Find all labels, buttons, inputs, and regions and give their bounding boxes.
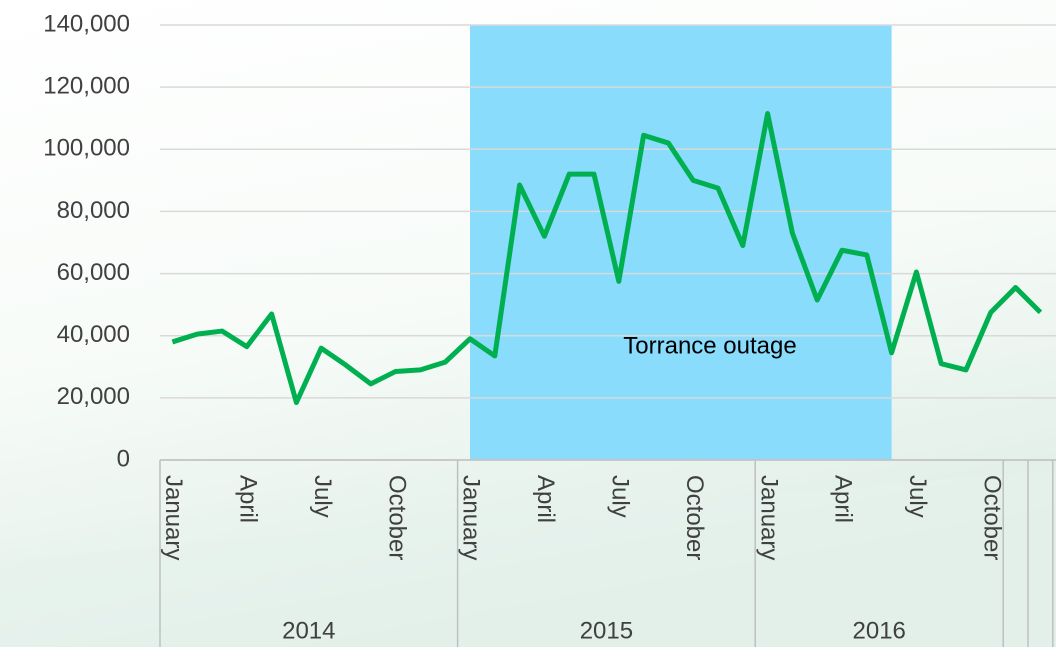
group-label: 2015 — [580, 617, 633, 644]
y-tick-label: 100,000 — [43, 135, 130, 162]
x-tick-label: October — [383, 475, 410, 560]
x-tick-label: April — [234, 475, 261, 523]
y-tick-label: 120,000 — [43, 72, 130, 99]
y-tick-label: 60,000 — [57, 259, 130, 286]
y-tick-label: 0 — [117, 445, 130, 472]
group-label: 2016 — [853, 617, 906, 644]
annotation: Torrance outage — [623, 332, 796, 359]
background-band — [0, 470, 1056, 647]
group-label: 2014 — [282, 617, 335, 644]
y-tick-label: 140,000 — [43, 10, 130, 37]
x-tick-label: October — [681, 475, 708, 560]
y-tick-label: 20,000 — [57, 383, 130, 410]
x-tick-label: April — [532, 475, 559, 523]
highlight-region — [470, 25, 892, 460]
x-tick-label: January — [755, 475, 782, 560]
y-tick-label: 80,000 — [57, 197, 130, 224]
x-tick-label: October — [978, 475, 1005, 560]
y-tick-label: 40,000 — [57, 321, 130, 348]
x-tick-label: July — [606, 475, 633, 518]
x-tick-label: April — [830, 475, 857, 523]
x-tick-label: July — [904, 475, 931, 518]
data-line — [171, 111, 1043, 406]
x-tick-label: July — [309, 475, 336, 518]
x-tick-label: January — [458, 475, 485, 560]
x-tick-label: January — [160, 475, 187, 560]
